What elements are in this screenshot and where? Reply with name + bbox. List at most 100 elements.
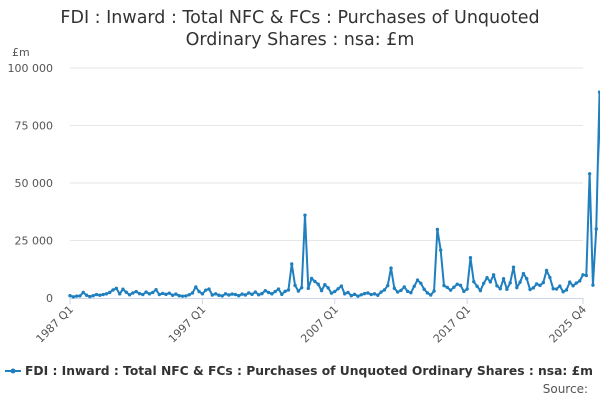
data-point[interactable] bbox=[151, 290, 155, 295]
data-point[interactable] bbox=[157, 292, 162, 297]
data-point[interactable] bbox=[488, 280, 493, 284]
data-point[interactable] bbox=[276, 287, 281, 291]
data-point[interactable] bbox=[346, 290, 350, 295]
data-point[interactable] bbox=[462, 289, 466, 294]
data-point[interactable] bbox=[445, 285, 449, 290]
data-point[interactable] bbox=[127, 293, 132, 297]
data-point[interactable] bbox=[429, 293, 433, 297]
data-point[interactable] bbox=[141, 292, 145, 297]
data-point[interactable] bbox=[587, 172, 592, 176]
data-point[interactable] bbox=[270, 292, 274, 296]
data-point[interactable] bbox=[525, 276, 529, 281]
data-point[interactable] bbox=[207, 287, 211, 291]
data-point[interactable] bbox=[306, 286, 310, 291]
data-point[interactable] bbox=[180, 294, 185, 298]
data-point[interactable] bbox=[538, 283, 542, 288]
data-point[interactable] bbox=[200, 292, 205, 296]
data-point[interactable] bbox=[164, 292, 168, 297]
data-point[interactable] bbox=[409, 291, 413, 295]
data-point[interactable] bbox=[316, 282, 320, 286]
data-point[interactable] bbox=[389, 266, 393, 270]
data-point[interactable] bbox=[227, 293, 231, 297]
data-point[interactable] bbox=[326, 286, 330, 290]
data-point[interactable] bbox=[425, 291, 430, 295]
data-point[interactable] bbox=[237, 294, 241, 298]
data-point[interactable] bbox=[581, 273, 585, 277]
data-point[interactable] bbox=[455, 282, 459, 286]
data-point[interactable] bbox=[438, 248, 443, 252]
data-point[interactable] bbox=[154, 288, 158, 292]
data-point[interactable] bbox=[521, 271, 526, 276]
data-point[interactable] bbox=[104, 292, 109, 296]
data-point[interactable] bbox=[108, 290, 112, 295]
data-point[interactable] bbox=[343, 292, 347, 296]
data-point[interactable] bbox=[286, 288, 291, 292]
data-point[interactable] bbox=[98, 293, 102, 297]
data-point[interactable] bbox=[233, 292, 238, 297]
data-point[interactable] bbox=[485, 276, 489, 280]
data-point[interactable] bbox=[505, 287, 509, 291]
data-point[interactable] bbox=[197, 289, 201, 294]
data-point[interactable] bbox=[121, 287, 125, 291]
data-point[interactable] bbox=[458, 283, 463, 288]
data-point[interactable] bbox=[243, 293, 248, 297]
data-point[interactable] bbox=[117, 292, 122, 296]
data-point[interactable] bbox=[296, 289, 301, 293]
data-point[interactable] bbox=[247, 291, 251, 295]
data-point[interactable] bbox=[548, 275, 552, 280]
data-point[interactable] bbox=[223, 292, 228, 296]
data-point[interactable] bbox=[319, 288, 324, 293]
data-point[interactable] bbox=[253, 290, 258, 294]
data-point[interactable] bbox=[498, 287, 502, 291]
data-point[interactable] bbox=[88, 294, 92, 299]
data-point[interactable] bbox=[534, 282, 539, 286]
data-point[interactable] bbox=[144, 290, 148, 294]
data-point[interactable] bbox=[518, 280, 522, 284]
data-point[interactable] bbox=[273, 289, 277, 294]
data-point[interactable] bbox=[124, 290, 128, 294]
data-point[interactable] bbox=[266, 290, 271, 295]
data-point[interactable] bbox=[68, 294, 72, 298]
data-point[interactable] bbox=[435, 227, 440, 232]
data-point[interactable] bbox=[101, 292, 105, 297]
data-point[interactable] bbox=[299, 285, 304, 290]
data-point[interactable] bbox=[568, 280, 572, 284]
data-point[interactable] bbox=[204, 288, 208, 292]
data-point[interactable] bbox=[515, 285, 519, 290]
data-point[interactable] bbox=[194, 285, 198, 289]
data-point[interactable] bbox=[71, 295, 76, 299]
data-point[interactable] bbox=[541, 280, 545, 285]
data-point[interactable] bbox=[376, 293, 380, 297]
data-point[interactable] bbox=[465, 287, 469, 291]
data-point[interactable] bbox=[184, 294, 188, 298]
data-point[interactable] bbox=[230, 292, 234, 296]
data-point[interactable] bbox=[554, 287, 559, 291]
data-point[interactable] bbox=[131, 291, 135, 295]
data-point[interactable] bbox=[210, 293, 215, 297]
data-point[interactable] bbox=[594, 227, 598, 231]
data-point[interactable] bbox=[323, 282, 327, 287]
data-point[interactable] bbox=[91, 294, 95, 298]
data-point[interactable] bbox=[329, 291, 334, 295]
data-point[interactable] bbox=[472, 279, 476, 284]
data-point[interactable] bbox=[452, 285, 456, 289]
data-point[interactable] bbox=[84, 293, 89, 297]
data-point[interactable] bbox=[475, 284, 479, 288]
data-point[interactable] bbox=[174, 292, 178, 296]
data-point[interactable] bbox=[577, 279, 582, 283]
data-point[interactable] bbox=[349, 294, 354, 298]
data-point[interactable] bbox=[574, 281, 579, 285]
data-point[interactable] bbox=[478, 288, 483, 293]
data-point[interactable] bbox=[448, 288, 453, 292]
data-point[interactable] bbox=[190, 291, 195, 295]
data-point[interactable] bbox=[419, 281, 423, 285]
data-point[interactable] bbox=[511, 265, 516, 269]
data-point[interactable] bbox=[167, 291, 171, 295]
data-point[interactable] bbox=[372, 292, 377, 296]
data-point[interactable] bbox=[362, 291, 367, 296]
data-point[interactable] bbox=[551, 287, 555, 291]
data-point[interactable] bbox=[114, 286, 119, 291]
data-point[interactable] bbox=[111, 288, 115, 292]
data-point[interactable] bbox=[263, 288, 267, 293]
data-point[interactable] bbox=[571, 284, 575, 288]
